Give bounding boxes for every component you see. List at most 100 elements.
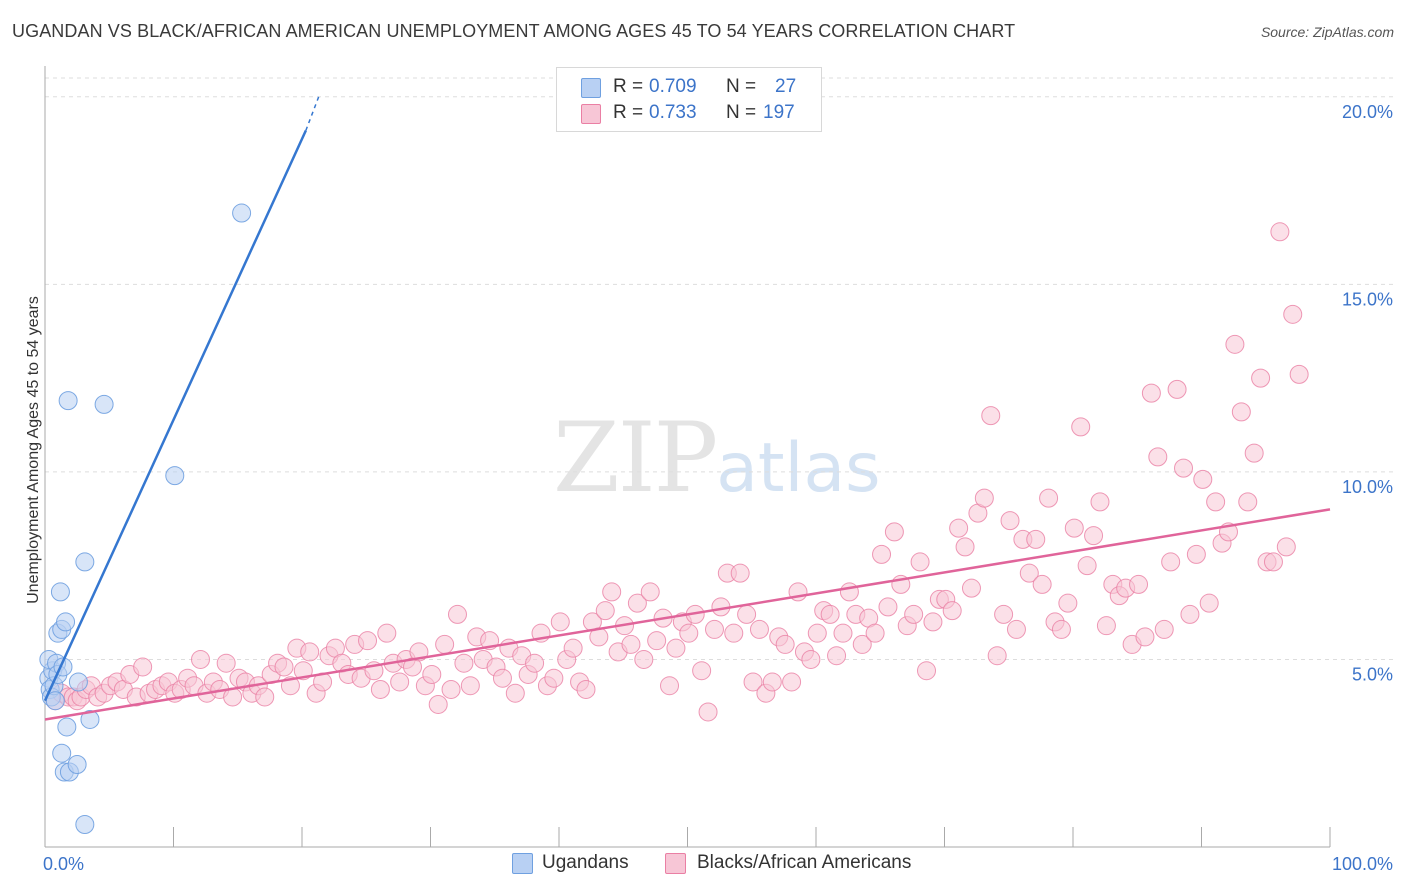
blacks-point (370, 679, 390, 699)
chart-title: UGANDAN VS BLACK/AFRICAN AMERICAN UNEMPL… (12, 21, 1016, 41)
blacks-point (1251, 368, 1271, 388)
blacks-point (525, 653, 545, 673)
blacks-point (1167, 379, 1187, 399)
y-tick-label: 10.0% (1342, 477, 1393, 497)
blacks-point (1135, 627, 1155, 647)
blacks-point (839, 582, 859, 602)
y-tick-label: 15.0% (1342, 289, 1393, 309)
source-credit: Source: ZipAtlas.com (1260, 24, 1394, 40)
blacks-point (422, 664, 442, 684)
blacks-point (949, 518, 969, 538)
blacks-point (634, 649, 654, 669)
blacks-point (679, 623, 699, 643)
blacks-point (1283, 304, 1303, 324)
blacks-point (1006, 619, 1026, 639)
ugandans-point (94, 394, 114, 414)
blacks-point (1129, 574, 1149, 594)
blacks-point (1231, 402, 1251, 422)
blacks-point (460, 676, 480, 696)
blacks-swatch (581, 104, 601, 124)
blacks-point (1039, 488, 1059, 508)
ugandans-point (80, 709, 100, 729)
blacks-point (782, 672, 802, 692)
blacks-point (1141, 383, 1161, 403)
blacks-point (878, 597, 898, 617)
blacks-point (1263, 552, 1283, 572)
blacks-point (1174, 458, 1194, 478)
blacks-point (660, 676, 680, 696)
blacks-point (692, 661, 712, 681)
ugandans-point (165, 466, 185, 486)
n-value: 27 (775, 76, 797, 97)
blacks-point (955, 537, 975, 557)
blacks-point (190, 649, 210, 669)
blacks-point (627, 593, 647, 613)
blacks-point (865, 623, 885, 643)
blacks-point (1238, 492, 1258, 512)
legend-label-ugandans: Ugandans (542, 852, 629, 873)
blacks-point (666, 638, 686, 658)
blacks-point (595, 601, 615, 621)
stats-legend-row-ugandans: R = 0.709 N = 27 (581, 76, 811, 100)
blacks-point (801, 649, 821, 669)
ugandans-point (50, 582, 70, 602)
blacks-point (435, 634, 455, 654)
ugandans-trend-extension (305, 96, 320, 131)
y-tick-label: 5.0% (1352, 664, 1393, 684)
blacks-point (775, 634, 795, 654)
y-axis-label: Unemployment Among Ages 45 to 54 years (25, 296, 42, 604)
ugandans-legend-swatch (512, 853, 533, 874)
blacks-point (1051, 619, 1071, 639)
blacks-point (1148, 447, 1168, 467)
blacks-point (743, 672, 763, 692)
blacks-point (550, 612, 570, 632)
blacks-point (274, 657, 294, 677)
blacks-point (576, 679, 596, 699)
stats-legend-row-blacks: R = 0.733 N = 197 (581, 102, 811, 126)
blacks-point (994, 604, 1014, 624)
blacks-point (428, 694, 448, 714)
blacks-point (1186, 544, 1206, 564)
blacks-point (602, 582, 622, 602)
blacks-point (1026, 529, 1046, 549)
ugandans-trend-line (43, 129, 307, 702)
n-value: 197 (763, 102, 795, 123)
blacks-point (1225, 334, 1245, 354)
blacks-point (1090, 492, 1110, 512)
blacks-point (827, 646, 847, 666)
blacks-point (1096, 616, 1116, 636)
ugandans-point (58, 391, 78, 411)
ugandans-point (75, 814, 95, 834)
blacks-point (1161, 552, 1181, 572)
watermark-atlas: atlas (716, 429, 881, 508)
blacks-point (917, 661, 937, 681)
r-value: 0.733 (649, 102, 697, 123)
blacks-point (216, 653, 236, 673)
blacks-point (904, 604, 924, 624)
blacks-point (640, 582, 660, 602)
ugandans-point (67, 754, 87, 774)
stats-legend: R = 0.709 N = 27 R = 0.733 N = 197 (556, 67, 822, 132)
ugandans-point (57, 717, 77, 737)
x-tick-label-min: 0.0% (43, 854, 84, 874)
blacks-point (1084, 526, 1104, 546)
blacks-point (749, 619, 769, 639)
blacks-point (872, 544, 892, 564)
y-tick-label: 20.0% (1342, 102, 1393, 122)
blacks-point (454, 653, 474, 673)
blacks-point (447, 604, 467, 624)
blacks-point (544, 668, 564, 688)
blacks-point (987, 646, 1007, 666)
blacks-point (1019, 563, 1039, 583)
blacks-point (621, 634, 641, 654)
blacks-point (1071, 417, 1091, 437)
blacks-point (505, 683, 525, 703)
blacks-point (942, 601, 962, 621)
blacks-point (1289, 364, 1309, 384)
blacks-legend-swatch (665, 853, 686, 874)
blacks-point (1276, 537, 1296, 557)
ugandans-swatch (581, 78, 601, 98)
blacks-point (724, 623, 744, 643)
ugandans-point (75, 552, 95, 572)
